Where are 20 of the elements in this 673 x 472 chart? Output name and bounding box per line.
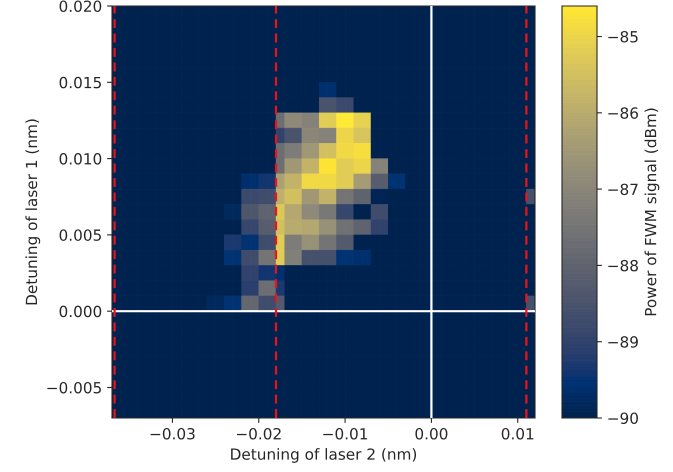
- x-tick-label: −0.03: [150, 428, 195, 440]
- color-bar-title: Power of FWM signal (dBm): [644, 108, 660, 316]
- y-tick-label: 0.015: [60, 76, 101, 88]
- color-bar-label: −90: [608, 412, 638, 424]
- color-bar-label: −87: [608, 184, 638, 196]
- y-tick-label: 0.005: [60, 229, 101, 241]
- x-tick-label: 0.00: [415, 428, 448, 440]
- y-tick-label: 0.000: [60, 306, 102, 318]
- color-bar-label: −89: [608, 336, 638, 348]
- x-tick-label: −0.02: [236, 428, 281, 440]
- x-tick-label: 0.01: [502, 428, 534, 440]
- color-bar-label: −86: [608, 107, 638, 119]
- y-axis-title: Detuning of laser 1 (nm): [25, 119, 40, 304]
- color-bar-label: −85: [608, 30, 638, 43]
- x-tick-label: −0.01: [323, 428, 368, 440]
- color-bar-label: −88: [608, 260, 638, 272]
- y-tick-label: −0.005: [47, 382, 101, 394]
- y-tick-label: 0.020: [60, 0, 102, 12]
- x-axis-title: Detuning of laser 2 (nm): [231, 448, 416, 463]
- y-tick-label: 0.010: [60, 153, 102, 165]
